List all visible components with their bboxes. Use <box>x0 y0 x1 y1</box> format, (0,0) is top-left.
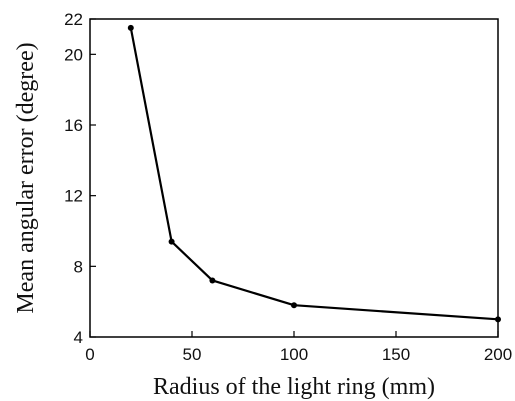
data-point <box>168 238 175 245</box>
y-tick-label: 20 <box>64 45 83 64</box>
series-layer <box>127 24 501 323</box>
x-axis-label: Radius of the light ring (mm) <box>153 374 435 400</box>
data-point <box>291 302 297 309</box>
series-line <box>129 27 499 321</box>
x-tick-label: 0 <box>85 345 94 364</box>
data-point <box>495 316 501 323</box>
data-point <box>127 24 134 31</box>
x-tick-label: 150 <box>382 345 410 364</box>
y-tick-label: 22 <box>64 10 83 29</box>
y-tick-label: 8 <box>74 257 83 276</box>
plot-frame <box>89 18 499 338</box>
x-tick-label: 200 <box>484 345 512 364</box>
y-axis-ticks: 4 8 12 16 20 22 <box>64 10 96 347</box>
x-tick-label: 100 <box>280 345 308 364</box>
y-tick-label: 12 <box>64 187 83 206</box>
data-point <box>209 277 216 284</box>
y-tick-label: 4 <box>74 328 83 347</box>
x-tick-label: 50 <box>183 345 202 364</box>
x-axis-ticks: 0 50 100 150 200 <box>85 331 512 364</box>
y-axis-label: Mean angular error (degree) <box>13 42 39 313</box>
y-tick-label: 16 <box>64 116 83 135</box>
